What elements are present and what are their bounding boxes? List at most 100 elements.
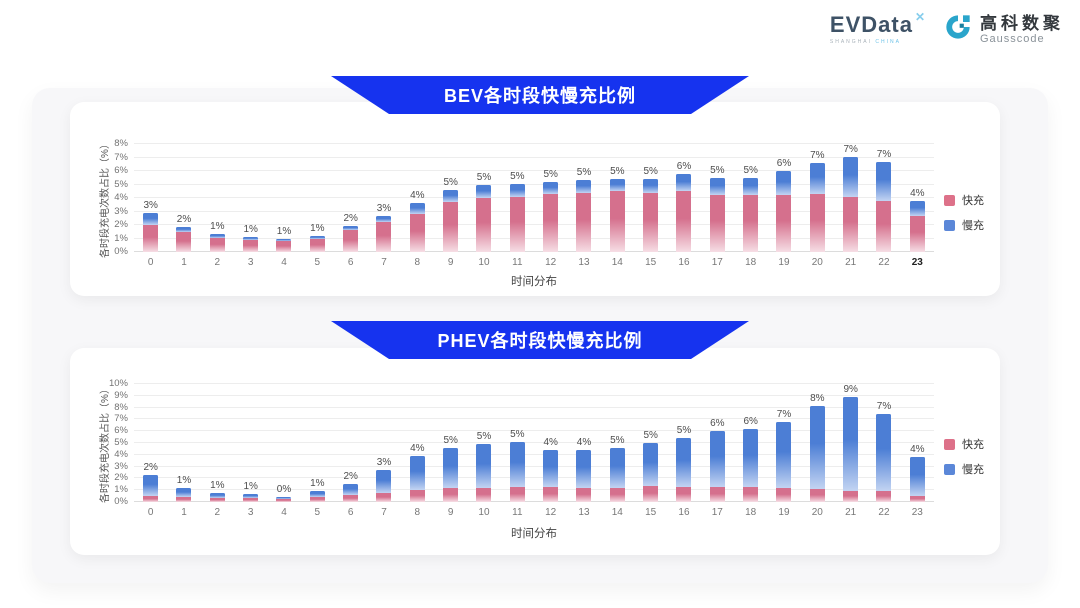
slow-charge-bar-segment	[309, 235, 325, 239]
phev-legend: 快充 慢充	[944, 436, 984, 477]
bar-column: 6%	[734, 384, 767, 502]
bar-total-label: 6%	[776, 158, 792, 170]
fast-charge-bar-segment	[809, 193, 825, 252]
x-tick-label: 4	[281, 257, 287, 268]
gridline	[134, 406, 934, 408]
gausscode-names: 高科数聚 Gausscode	[980, 14, 1064, 45]
phev-chart-title: PHEV各时段快慢充比例	[437, 331, 643, 351]
bar-total-label: 5%	[476, 431, 492, 443]
slow-charge-bar-segment	[343, 483, 359, 495]
bar-total-label: 6%	[710, 418, 725, 430]
bar-column: 5%	[434, 384, 467, 502]
bar-total-label: 2%	[176, 214, 192, 226]
x-tick-label: 23	[911, 257, 923, 268]
bar-column: 2%	[134, 384, 167, 502]
fast-charge-bar-segment	[543, 193, 559, 252]
slow-charge-bar-segment	[676, 173, 692, 192]
slow-charge-bar-segment	[776, 171, 792, 196]
slow-charge-bar-segment	[676, 438, 692, 487]
slow-charge-bar-segment	[376, 469, 392, 493]
x-tick-label: 3	[247, 507, 254, 518]
bar-column: 2%	[334, 384, 367, 502]
bar-column: 7%	[801, 144, 834, 252]
gridline	[134, 383, 934, 384]
bar-total-label: 5%	[443, 176, 458, 188]
fast-charge-bar-segment	[376, 222, 392, 252]
phev-chart-card: 各时段充电次数占比（%） 0% 1% 2% 3% 4% 5% 6% 7% 8% 9% 10% 2% 1…	[70, 348, 1000, 555]
bar-column: 1%	[234, 384, 267, 502]
slow-charge-bar-segment	[376, 215, 392, 223]
bar-total-label: 1%	[243, 224, 258, 236]
x-tick-label: 0	[147, 507, 154, 518]
slow-charge-bar-segment	[343, 226, 359, 231]
legend-item-fast: 快充	[944, 192, 984, 208]
bar-total-label: 4%	[910, 444, 925, 456]
x-tick-label: 8	[414, 507, 421, 518]
bar-total-label: 6%	[743, 415, 758, 427]
x-tick-label: 18	[745, 257, 757, 268]
slow-charge-bar-segment	[809, 162, 825, 194]
gridline	[134, 210, 934, 212]
x-tick-label: 12	[545, 257, 557, 268]
slow-legend-swatch-icon	[944, 463, 955, 475]
x-tick-label: 18	[745, 507, 757, 518]
phev-plot-area: 2% 1% 1% 1% 0% 1% 2% 3% 4% 5% 5% 5% 4% 4% 5% 5% 5% 6% 6% 7%…	[134, 383, 934, 502]
x-tick-label: 22	[878, 257, 890, 268]
fast-charge-bar-segment	[843, 197, 859, 252]
bar-total-label: 5%	[710, 165, 725, 177]
slow-charge-bar-segment	[576, 449, 592, 488]
legend-item-fast: 快充	[944, 436, 984, 452]
x-tick-label: 11	[512, 257, 523, 268]
bar-column: 3%	[367, 384, 400, 502]
slow-charge-bar-segment	[176, 227, 192, 233]
evdata-logo: EVData ✕ SHANGHAI CHINA	[830, 10, 925, 45]
x-tick-label: 23	[911, 507, 923, 518]
x-tick-label: 17	[711, 507, 723, 518]
x-tick-label: 11	[512, 507, 523, 518]
bar-total-label: 6%	[676, 160, 692, 172]
fast-charge-bar-segment	[343, 230, 359, 252]
bar-column: 5%	[534, 144, 567, 252]
slow-charge-bar-segment	[843, 157, 859, 198]
slow-charge-bar-segment	[243, 237, 259, 240]
y-tick-label: 4%	[114, 192, 128, 203]
bar-column: 2%	[334, 144, 367, 252]
bar-column: 9%	[834, 384, 867, 502]
fast-legend-swatch-icon	[944, 438, 955, 450]
x-tick-label: 16	[678, 257, 690, 268]
fast-charge-bar-segment	[143, 225, 159, 252]
gridline	[134, 183, 934, 185]
bar-column: 8%	[801, 384, 834, 502]
bar-column: 5%	[667, 384, 700, 502]
y-tick-label: 1%	[114, 232, 128, 244]
x-tick-label: 21	[845, 507, 857, 518]
bar-column: 4%	[901, 144, 934, 252]
fast-charge-bar-segment	[676, 486, 692, 502]
gridline	[134, 442, 934, 443]
bev-chart-title: BEV各时段快慢充比例	[443, 86, 636, 106]
fast-charge-bar-segment	[809, 489, 825, 502]
bar-column: 7%	[867, 384, 900, 502]
bar-column: 4%	[901, 384, 934, 502]
bar-total-label: 9%	[843, 384, 858, 395]
x-tick-label: 12	[545, 507, 557, 518]
legend-label: 快充	[962, 439, 984, 451]
bar-total-label: 1%	[310, 222, 325, 234]
slow-charge-bar-segment	[609, 179, 625, 192]
x-tick-label: 14	[611, 257, 623, 268]
gridline	[134, 418, 934, 420]
y-tick-label: 0%	[114, 246, 128, 257]
y-tick-label: 5%	[114, 178, 128, 190]
slow-charge-bar-segment	[276, 496, 292, 500]
bar-total-label: 2%	[343, 470, 358, 482]
gridline	[134, 251, 934, 252]
bar-column: 4%	[401, 144, 434, 252]
bar-total-label: 5%	[643, 166, 658, 178]
gridline	[134, 453, 934, 455]
fast-charge-bar-segment	[709, 195, 725, 252]
fast-charge-bar-segment	[876, 200, 892, 252]
bar-column: 5%	[601, 144, 634, 252]
bar-total-label: 7%	[810, 149, 825, 161]
bev-x-axis-ticks: 0 1 2 3 4 5 6 7 8 9 10 11 12 13 14 15 16 17 18 19 20 21 22 23	[134, 257, 934, 269]
fast-charge-bar-segment	[309, 238, 325, 252]
